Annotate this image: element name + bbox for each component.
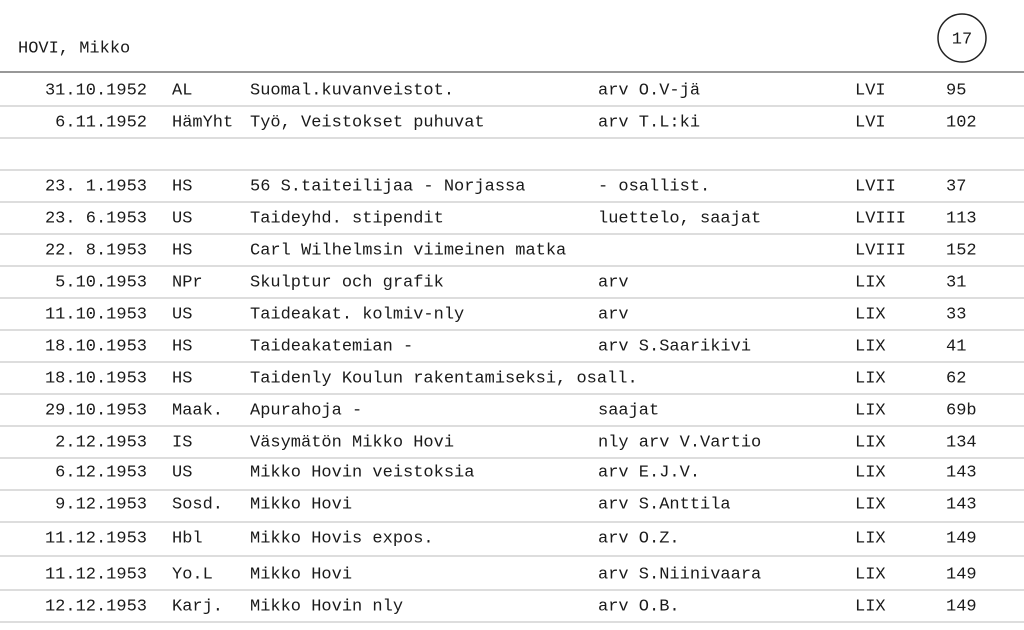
cell-source: US xyxy=(172,463,192,482)
cell-source: US xyxy=(172,209,192,228)
cell-source: AL xyxy=(172,81,192,100)
cell-note: arv S.Anttila xyxy=(598,495,731,514)
cell-date: 11.10.1953 xyxy=(45,305,147,324)
cell-source: IS xyxy=(172,433,192,452)
cell-note: arv O.B. xyxy=(598,597,680,616)
cell-title: Mikko Hovis expos. xyxy=(250,529,434,548)
cell-page: 62 xyxy=(946,369,966,388)
cell-title: Carl Wilhelmsin viimeinen matka xyxy=(250,241,566,260)
cell-date: 2.12.1953 xyxy=(55,433,147,452)
cell-source: Hbl xyxy=(172,529,203,548)
cell-note: saajat xyxy=(598,401,659,420)
cell-page: 143 xyxy=(946,463,977,482)
cell-title: Mikko Hovi xyxy=(250,565,352,584)
cell-date: 31.10.1952 xyxy=(45,81,147,100)
cell-title: Mikko Hovi xyxy=(250,495,352,514)
cell-date: 23. 1.1953 xyxy=(45,177,147,196)
cell-note: - osallist. xyxy=(598,177,710,196)
cell-title: Väsymätön Mikko Hovi xyxy=(250,433,454,452)
cell-page: 149 xyxy=(946,529,977,548)
cell-title: Taideyhd. stipendit xyxy=(250,209,444,228)
cell-page: 69b xyxy=(946,401,977,420)
cell-date: 29.10.1953 xyxy=(45,401,147,420)
cell-source: NPr xyxy=(172,273,203,292)
cell-date: 6.11.1952 xyxy=(55,113,147,132)
cell-source: HS xyxy=(172,337,192,356)
number-circle xyxy=(937,13,987,63)
cell-source: Yo.L xyxy=(172,565,213,584)
cell-date: 5.10.1953 xyxy=(55,273,147,292)
cell-source: Karj. xyxy=(172,597,223,616)
cell-volume: LIX xyxy=(855,305,886,324)
cell-note: luettelo, saajat xyxy=(598,209,761,228)
cell-title: Apurahoja - xyxy=(250,401,362,420)
cell-title: 56 S.taiteilijaa - Norjassa xyxy=(250,177,525,196)
cell-source: HämYht xyxy=(172,113,233,132)
cell-title: Taideakatemian - xyxy=(250,337,413,356)
cell-page: 31 xyxy=(946,273,966,292)
cell-date: 11.12.1953 xyxy=(45,529,147,548)
cell-note: arv S.Niinivaara xyxy=(598,565,761,584)
cell-volume: LIX xyxy=(855,369,886,388)
cell-volume: LVI xyxy=(855,113,886,132)
cell-title: Taideakat. kolmiv-nly xyxy=(250,305,464,324)
cell-title: Taidenly Koulun rakentamiseksi, osall. xyxy=(250,369,638,388)
cell-volume: LIX xyxy=(855,529,886,548)
cell-source: HS xyxy=(172,241,192,260)
cell-volume: LVI xyxy=(855,81,886,100)
cell-volume: LVIII xyxy=(855,209,906,228)
cell-page: 113 xyxy=(946,209,977,228)
cell-source: Maak. xyxy=(172,401,223,420)
cell-volume: LIX xyxy=(855,401,886,420)
cell-title: Skulptur och grafik xyxy=(250,273,444,292)
cell-note: nly arv V.Vartio xyxy=(598,433,761,452)
cell-page: 149 xyxy=(946,597,977,616)
cell-title: Työ, Veistokset puhuvat xyxy=(250,113,485,132)
cell-source: Sosd. xyxy=(172,495,223,514)
cell-page: 33 xyxy=(946,305,966,324)
cell-volume: LIX xyxy=(855,565,886,584)
cell-page: 41 xyxy=(946,337,966,356)
cell-date: 22. 8.1953 xyxy=(45,241,147,260)
cell-note: arv T.L:ki xyxy=(598,113,700,132)
cell-page: 149 xyxy=(946,565,977,584)
cell-date: 18.10.1953 xyxy=(45,369,147,388)
cell-note: arv xyxy=(598,305,629,324)
cell-date: 23. 6.1953 xyxy=(45,209,147,228)
cell-page: 134 xyxy=(946,433,977,452)
cell-page: 95 xyxy=(946,81,966,100)
cell-page: 152 xyxy=(946,241,977,260)
cell-volume: LIX xyxy=(855,495,886,514)
cell-volume: LIX xyxy=(855,337,886,356)
cell-note: arv E.J.V. xyxy=(598,463,700,482)
cell-note: arv xyxy=(598,273,629,292)
cell-page: 37 xyxy=(946,177,966,196)
cell-date: 18.10.1953 xyxy=(45,337,147,356)
cell-volume: LIX xyxy=(855,597,886,616)
cell-volume: LVII xyxy=(855,177,896,196)
cell-note: arv O.Z. xyxy=(598,529,680,548)
cell-volume: LIX xyxy=(855,433,886,452)
cell-note: arv O.V-jä xyxy=(598,81,700,100)
card-number: 17 xyxy=(952,30,972,49)
cell-note: arv S.Saarikivi xyxy=(598,337,751,356)
cell-date: 9.12.1953 xyxy=(55,495,147,514)
cell-title: Mikko Hovin nly xyxy=(250,597,403,616)
cell-date: 6.12.1953 xyxy=(55,463,147,482)
cell-volume: LIX xyxy=(855,273,886,292)
cell-date: 11.12.1953 xyxy=(45,565,147,584)
cell-page: 143 xyxy=(946,495,977,514)
cell-source: US xyxy=(172,305,192,324)
cell-source: HS xyxy=(172,369,192,388)
cell-title: Mikko Hovin veistoksia xyxy=(250,463,474,482)
cell-volume: LVIII xyxy=(855,241,906,260)
cell-volume: LIX xyxy=(855,463,886,482)
cell-title: Suomal.kuvanveistot. xyxy=(250,81,454,100)
card-name: HOVI, Mikko xyxy=(18,39,130,58)
cell-page: 102 xyxy=(946,113,977,132)
cell-source: HS xyxy=(172,177,192,196)
cell-date: 12.12.1953 xyxy=(45,597,147,616)
